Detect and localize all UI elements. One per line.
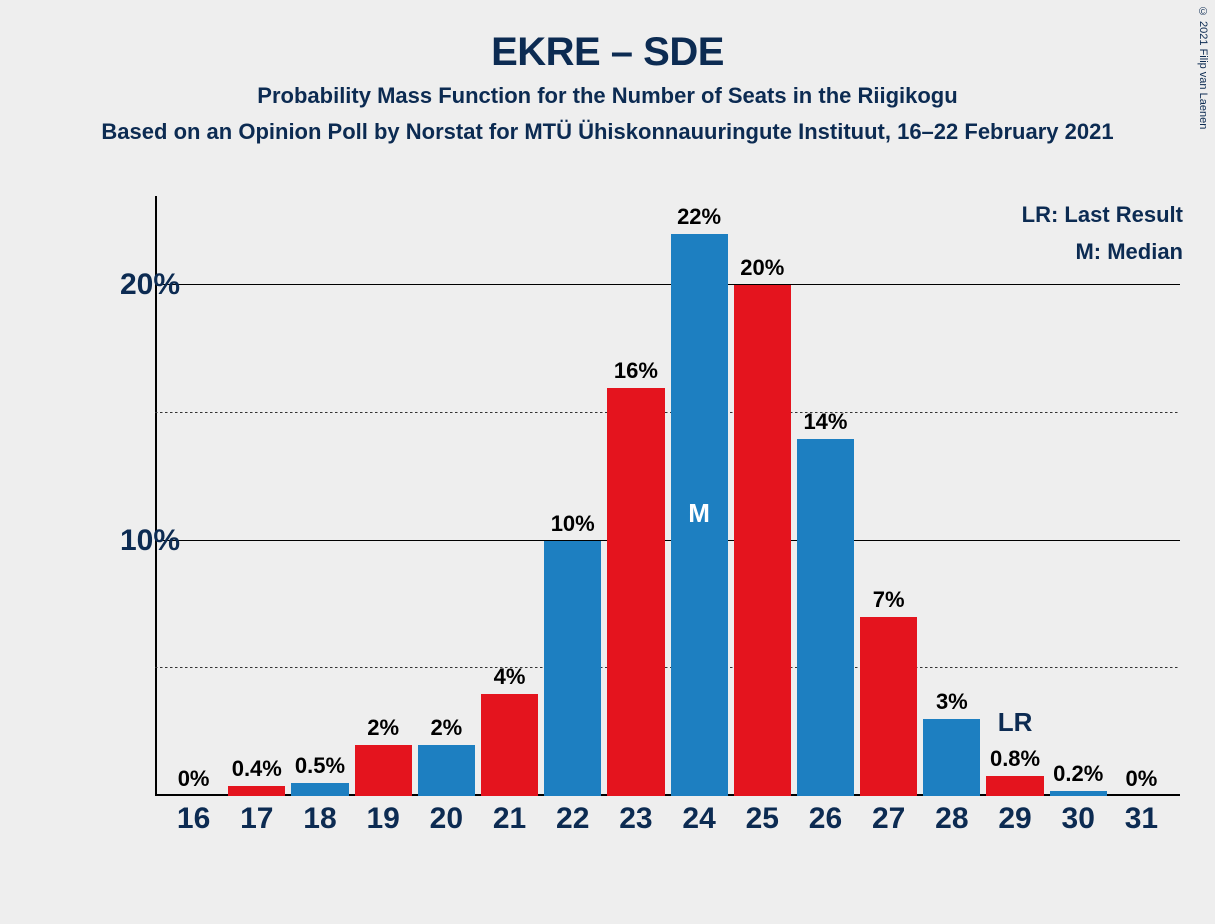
y-tick-label: 10% — [120, 524, 180, 558]
y-tick-label: 20% — [120, 268, 180, 302]
copyright-text: © 2021 Filip van Laenen — [1197, 6, 1209, 129]
bar-value-label: 2% — [430, 715, 462, 741]
x-tick-label: 25 — [734, 802, 791, 836]
bar-value-label: 16% — [614, 358, 658, 384]
bar-value-label: 0% — [1126, 766, 1158, 792]
last-result-marker: LR — [998, 707, 1033, 738]
median-marker: M — [688, 498, 710, 529]
bar-value-label: 3% — [936, 689, 968, 715]
x-tick-label: 30 — [1050, 802, 1107, 836]
x-tick-label: 23 — [607, 802, 664, 836]
bar — [860, 617, 917, 796]
bar-value-label: 14% — [803, 409, 847, 435]
bar — [986, 776, 1043, 796]
x-tick-label: 19 — [355, 802, 412, 836]
bar — [734, 285, 791, 796]
bar-value-label: 22% — [677, 204, 721, 230]
x-tick-label: 27 — [860, 802, 917, 836]
x-tick-label: 22 — [544, 802, 601, 836]
bar — [481, 694, 538, 796]
bar-value-label: 10% — [551, 511, 595, 537]
chart-infoline: Based on an Opinion Poll by Norstat for … — [0, 109, 1215, 145]
bar-value-label: 0.8% — [990, 746, 1040, 772]
bar — [797, 439, 854, 796]
bar — [923, 719, 980, 796]
plot-area: 0% 0.4% 0.5% 2% 2% 4% 10% 16% 22% M 20% 14% 7% 3% 0.8%… — [155, 196, 1180, 796]
bar-value-label: 7% — [873, 587, 905, 613]
bar-value-label: 20% — [740, 255, 784, 281]
x-axis-labels: 16171819202122232425262728293031 — [155, 802, 1180, 836]
bar-value-label: 0.4% — [232, 756, 282, 782]
bar-value-label: 0% — [178, 766, 210, 792]
x-tick-label: 24 — [671, 802, 728, 836]
bar-value-label: 2% — [367, 715, 399, 741]
bar-value-label: 0.5% — [295, 753, 345, 779]
bar — [291, 783, 348, 796]
x-tick-label: 17 — [228, 802, 285, 836]
bars-container: 0% 0.4% 0.5% 2% 2% 4% 10% 16% 22% M 20% 14% 7% 3% 0.8%… — [155, 196, 1180, 796]
x-tick-label: 20 — [418, 802, 475, 836]
bar — [418, 745, 475, 796]
bar — [607, 388, 664, 797]
x-tick-label: 16 — [165, 802, 222, 836]
x-tick-label: 28 — [923, 802, 980, 836]
x-tick-label: 31 — [1113, 802, 1170, 836]
bar — [228, 786, 285, 796]
bar — [544, 541, 601, 796]
bar — [355, 745, 412, 796]
chart-title: EKRE – SDE — [0, 0, 1215, 75]
bar — [1050, 791, 1107, 796]
x-tick-label: 21 — [481, 802, 538, 836]
chart-subtitle: Probability Mass Function for the Number… — [0, 75, 1215, 109]
x-tick-label: 26 — [797, 802, 854, 836]
x-tick-label: 18 — [291, 802, 348, 836]
bar-value-label: 0.2% — [1053, 761, 1103, 787]
x-tick-label: 29 — [986, 802, 1043, 836]
bar-value-label: 4% — [494, 664, 526, 690]
